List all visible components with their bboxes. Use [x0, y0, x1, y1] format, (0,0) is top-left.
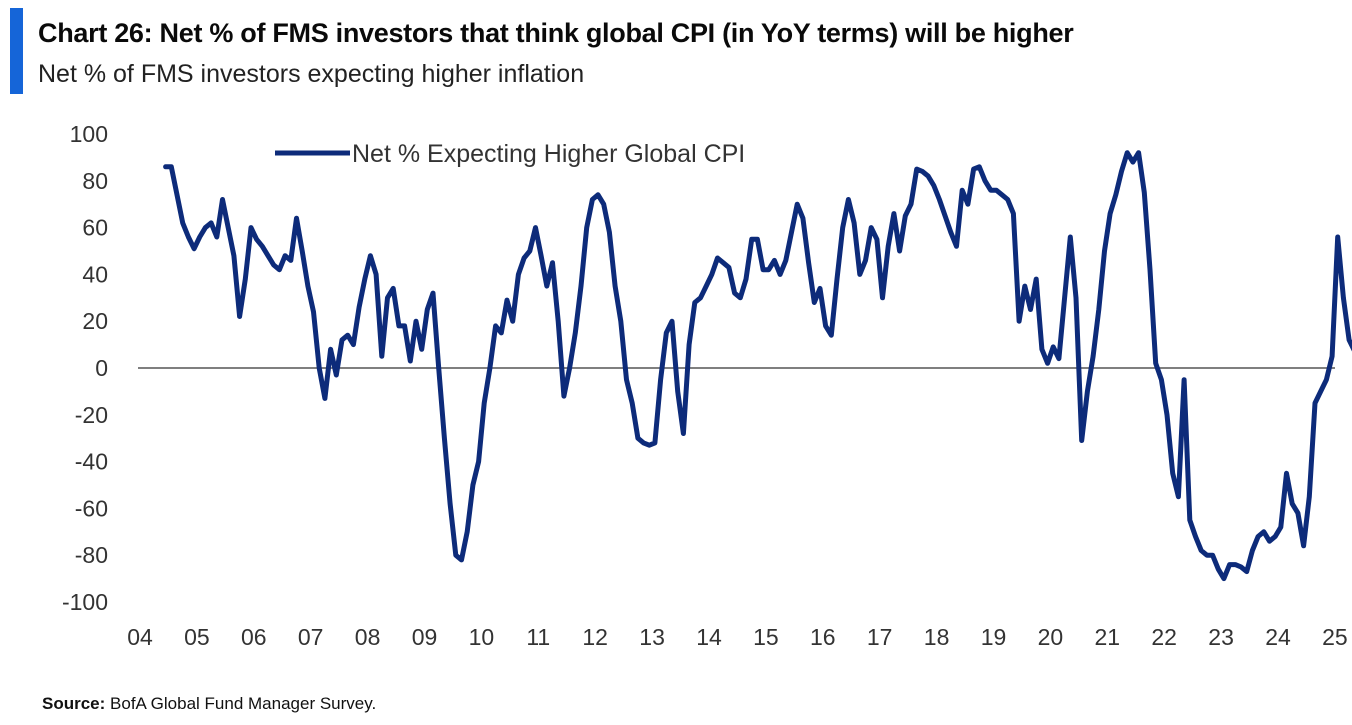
x-tick-label: 24 — [1265, 624, 1291, 650]
x-axis-ticks: 04 05 06 07 08 09 10 11 12 13 14 15 16 17 18 19 20 21 22 23… — [127, 624, 1347, 650]
x-tick-label: 18 — [924, 624, 950, 650]
x-tick-label: 22 — [1151, 624, 1177, 650]
y-tick-label: 40 — [82, 261, 108, 287]
y-tick-label: -100 — [62, 589, 108, 615]
x-tick-label: 07 — [298, 624, 324, 650]
x-tick-label: 06 — [241, 624, 267, 650]
x-tick-label: 04 — [127, 624, 153, 650]
x-tick-label: 20 — [1038, 624, 1064, 650]
x-tick-label: 05 — [184, 624, 210, 650]
x-tick-label: 16 — [810, 624, 836, 650]
y-tick-label: -80 — [75, 542, 108, 568]
y-tick-label: 60 — [82, 215, 108, 241]
chart-subtitle: Net % of FMS investors expecting higher … — [38, 60, 585, 88]
series-line-net-pct-higher-cpi — [163, 150, 1352, 582]
chart-title: Chart 26: Net % of FMS investors that th… — [38, 18, 1074, 48]
x-tick-label: 08 — [355, 624, 381, 650]
x-tick-label: 12 — [582, 624, 608, 650]
title-accent-bar — [10, 8, 23, 94]
y-tick-label: 0 — [95, 355, 108, 381]
y-tick-label: -40 — [75, 449, 108, 475]
source-note: Source: BofA Global Fund Manager Survey. — [42, 694, 376, 714]
x-tick-label: 25 — [1322, 624, 1348, 650]
x-tick-label: 19 — [981, 624, 1007, 650]
x-tick-label: 23 — [1208, 624, 1234, 650]
x-tick-label: 17 — [867, 624, 893, 650]
x-tick-label: 10 — [469, 624, 495, 650]
y-tick-label: -20 — [75, 402, 108, 428]
source-label: Source: — [42, 694, 106, 713]
source-text: BofA Global Fund Manager Survey. — [110, 694, 377, 713]
legend: Net % Expecting Higher Global CPI — [275, 140, 745, 168]
y-tick-label: 20 — [82, 308, 108, 334]
legend-label: Net % Expecting Higher Global CPI — [352, 140, 745, 168]
x-tick-label: 09 — [412, 624, 438, 650]
y-tick-label: -60 — [75, 495, 108, 521]
x-tick-label: 11 — [526, 624, 550, 650]
y-tick-label: 100 — [70, 121, 108, 147]
y-axis-ticks: 100 80 60 40 20 0 -20 -40 -60 -80 -100 — [62, 121, 108, 615]
x-tick-label: 15 — [753, 624, 779, 650]
y-tick-label: 80 — [82, 168, 108, 194]
x-tick-label: 13 — [639, 624, 665, 650]
x-tick-label: 14 — [696, 624, 722, 650]
x-tick-label: 21 — [1095, 624, 1121, 650]
